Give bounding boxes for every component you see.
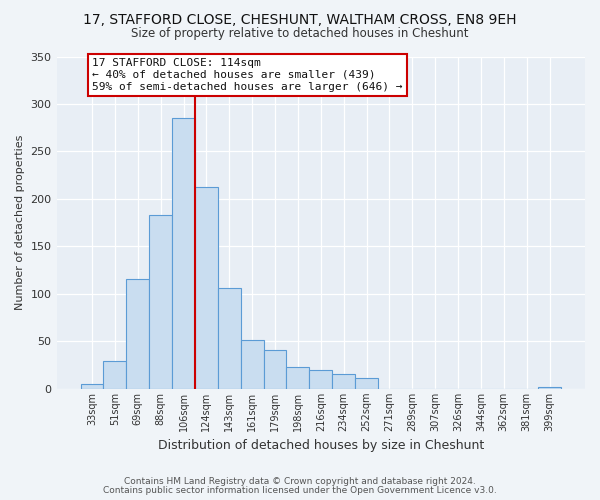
Bar xyxy=(332,374,355,389)
Text: Size of property relative to detached houses in Cheshunt: Size of property relative to detached ho… xyxy=(131,28,469,40)
Bar xyxy=(149,215,172,389)
Bar xyxy=(172,118,195,389)
Text: Contains HM Land Registry data © Crown copyright and database right 2024.: Contains HM Land Registry data © Crown c… xyxy=(124,477,476,486)
X-axis label: Distribution of detached houses by size in Cheshunt: Distribution of detached houses by size … xyxy=(158,440,484,452)
Text: 17, STAFFORD CLOSE, CHESHUNT, WALTHAM CROSS, EN8 9EH: 17, STAFFORD CLOSE, CHESHUNT, WALTHAM CR… xyxy=(83,12,517,26)
Bar xyxy=(241,340,263,389)
Bar xyxy=(195,186,218,389)
Bar xyxy=(310,370,332,389)
Bar xyxy=(263,350,286,389)
Bar xyxy=(80,384,103,389)
Bar xyxy=(103,362,127,389)
Text: Contains public sector information licensed under the Open Government Licence v3: Contains public sector information licen… xyxy=(103,486,497,495)
Bar xyxy=(538,387,561,389)
Bar xyxy=(355,378,378,389)
Bar xyxy=(127,278,149,389)
Y-axis label: Number of detached properties: Number of detached properties xyxy=(15,135,25,310)
Bar xyxy=(286,367,310,389)
Bar xyxy=(218,288,241,389)
Text: 17 STAFFORD CLOSE: 114sqm
← 40% of detached houses are smaller (439)
59% of semi: 17 STAFFORD CLOSE: 114sqm ← 40% of detac… xyxy=(92,58,403,92)
